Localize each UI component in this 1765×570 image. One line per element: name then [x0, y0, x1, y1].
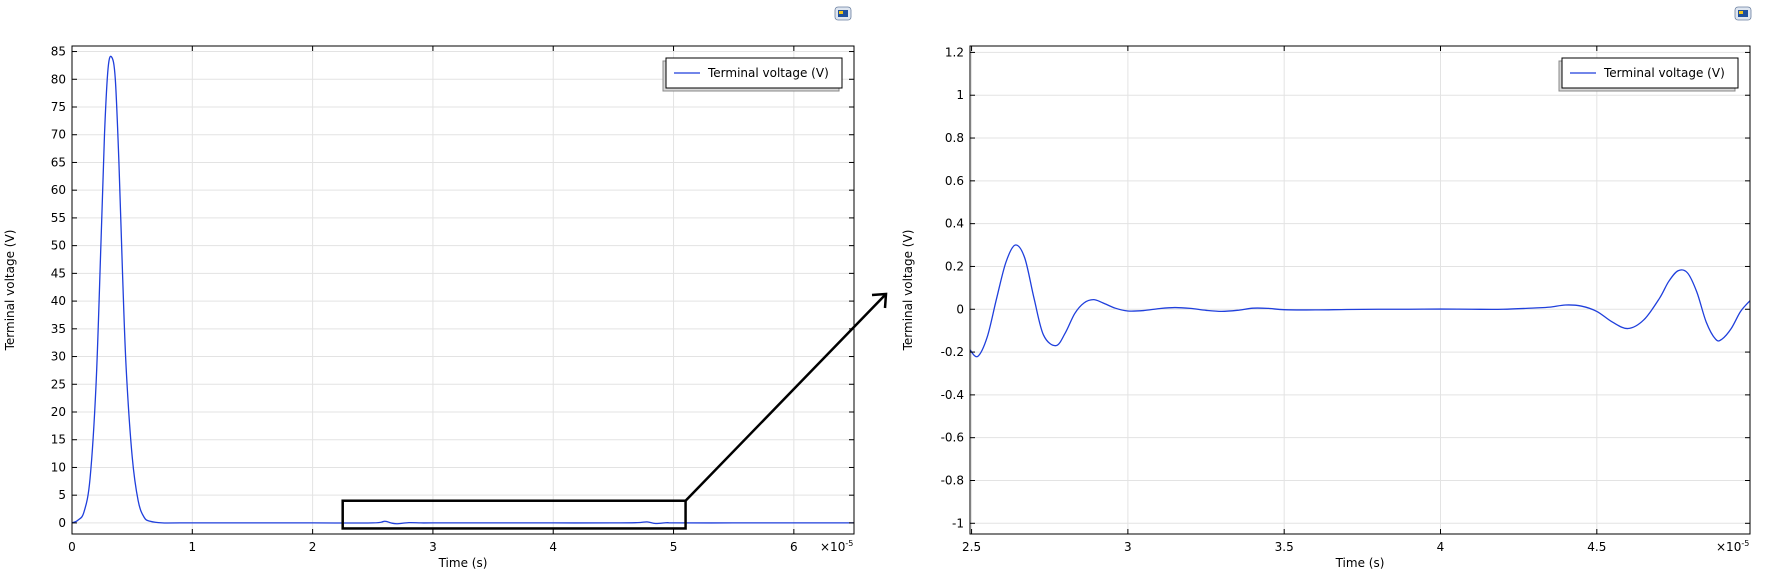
y-tick-label: 30 — [51, 350, 66, 364]
series-line — [71, 55, 854, 525]
y-axis-label: Terminal voltage (V) — [3, 230, 17, 352]
y-tick-label: 0 — [956, 302, 964, 316]
zoom-annotation — [341, 292, 888, 530]
x-tick-label: 1 — [188, 540, 196, 554]
legend-label: Terminal voltage (V) — [707, 66, 829, 80]
zoom-box — [341, 499, 687, 530]
x-tick-label: 2.5 — [962, 540, 981, 554]
zoom-arrow-line — [684, 293, 887, 502]
y-tick-label: 50 — [51, 239, 66, 253]
x-tick-label: 4.5 — [1587, 540, 1606, 554]
y-tick-label: 60 — [51, 183, 66, 197]
tick-layer: 0 1 2 3 4 5 6051015202530354045505560657075808… — [51, 45, 854, 554]
y-tick-label: 75 — [51, 100, 66, 114]
y-axis-label: Terminal voltage (V) — [901, 230, 915, 352]
y-tick-label: 65 — [51, 155, 66, 169]
y-tick-label: 10 — [51, 460, 66, 474]
y-tick-label: 35 — [51, 322, 66, 336]
legend: Terminal voltage (V) — [1558, 57, 1739, 92]
x-tick-label: 3 — [1124, 540, 1132, 554]
x-tick-label: 3 — [429, 540, 437, 554]
y-tick-label: 45 — [51, 266, 66, 280]
legend: Terminal voltage (V) — [662, 57, 843, 92]
y-tick-label: 80 — [51, 72, 66, 86]
chart-panel-right: 2.5 3 3.5 4 4.5 -1 -0.8 -0.6 -0.4 -0.2 0 0.2 0.4 0.6 0… — [901, 45, 1751, 570]
y-tick-label: 25 — [51, 377, 66, 391]
y-tick-label: 20 — [51, 405, 66, 419]
grid-lines — [71, 46, 854, 534]
plot-window-icon[interactable] — [1734, 6, 1752, 21]
plot-frame — [71, 45, 855, 535]
y-tick-label: -0.2 — [941, 345, 964, 359]
y-tick-label: 0.4 — [945, 217, 964, 231]
legend-label: Terminal voltage (V) — [1603, 66, 1725, 80]
x-tick-label: 3.5 — [1275, 540, 1294, 554]
series-line — [969, 244, 1751, 358]
series-layer — [969, 244, 1751, 358]
tick-layer: 2.5 3 3.5 4 4.5 -1 -0.8 -0.6 -0.4 -0.2 0 0.2 0.4 0.6 0… — [941, 45, 1750, 554]
y-tick-label: 0 — [58, 516, 66, 530]
x-multiplier-exponent: -5 — [845, 539, 853, 548]
plot-frame — [969, 45, 1751, 535]
x-tick-label: 5 — [670, 540, 678, 554]
x-tick-label: 0 — [68, 540, 76, 554]
chart-panel-left: 0 1 2 3 4 5 6051015202530354045505560657075808… — [3, 45, 888, 570]
x-tick-label: 4 — [549, 540, 557, 554]
x-multiplier-exponent: -5 — [1741, 539, 1749, 548]
x-tick-label: 2 — [309, 540, 317, 554]
y-tick-label: 15 — [51, 433, 66, 447]
y-tick-label: 0.6 — [945, 174, 964, 188]
x-multiplier-base: ×10 — [1716, 540, 1741, 554]
y-tick-label: 85 — [51, 45, 66, 59]
plot-window-icon[interactable] — [834, 6, 852, 21]
x-axis-label: Time (s) — [438, 556, 488, 570]
y-tick-label: 1 — [956, 88, 964, 102]
y-tick-label: 5 — [58, 488, 66, 502]
x-tick-label: 4 — [1437, 540, 1445, 554]
y-tick-label: 1.2 — [945, 45, 964, 59]
y-tick-label: -0.4 — [941, 388, 964, 402]
y-tick-label: -0.8 — [941, 473, 964, 487]
grid-lines — [970, 46, 1750, 534]
x-axis-multiplier: ×10-5 — [820, 539, 853, 554]
y-tick-label: -0.6 — [941, 431, 964, 445]
y-tick-label: 0.8 — [945, 131, 964, 145]
zoom-arrow-head — [871, 292, 888, 309]
y-tick-label: 70 — [51, 128, 66, 142]
y-tick-label: -1 — [952, 516, 964, 530]
x-axis-multiplier: ×10-5 — [1716, 539, 1749, 554]
y-tick-label: 55 — [51, 211, 66, 225]
series-layer — [71, 55, 854, 525]
x-multiplier-base: ×10 — [820, 540, 845, 554]
x-axis-label: Time (s) — [1335, 556, 1385, 570]
y-tick-label: 40 — [51, 294, 66, 308]
x-tick-label: 6 — [790, 540, 798, 554]
y-tick-label: 0.2 — [945, 259, 964, 273]
